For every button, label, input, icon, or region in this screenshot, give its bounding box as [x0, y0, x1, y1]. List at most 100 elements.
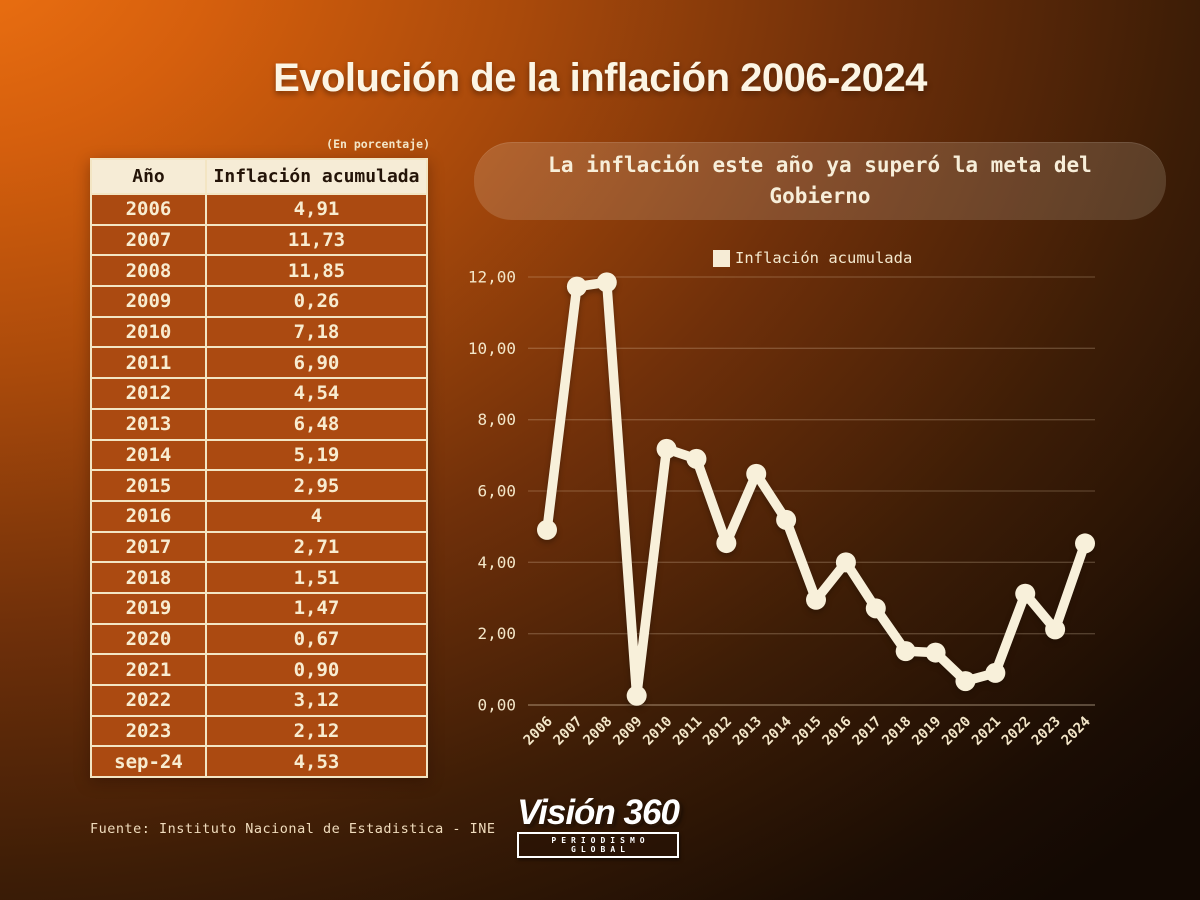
cell-value: 4,54 [205, 377, 428, 410]
callout-banner: La inflación este año ya superó la meta … [474, 142, 1166, 220]
source-note: Fuente: Instituto Nacional de Estadistic… [90, 821, 496, 837]
cell-year: 2020 [90, 622, 207, 656]
y-axis-tick-label: 10,00 [468, 339, 516, 358]
inflation-line-chart: 0,002,004,006,008,0010,0012,002006200720… [468, 268, 1096, 749]
x-axis-tick-label: 2013 [730, 714, 765, 749]
table-row: 2010 7,18 [90, 315, 428, 349]
cell-year: 2014 [90, 438, 207, 472]
page-title: Evolución de la inflación 2006-2024 [273, 56, 927, 100]
column-header-value: Inflación acumulada [205, 158, 428, 195]
cell-value: 4,91 [205, 193, 428, 226]
x-axis-tick-label: 2009 [610, 714, 645, 749]
data-point-marker [776, 509, 797, 530]
x-axis-tick-label: 2007 [551, 714, 586, 749]
cell-year: 2013 [90, 407, 207, 441]
table-row: 2012 4,54 [90, 377, 428, 410]
table-row: 2006 4,91 [90, 193, 428, 226]
x-axis-tick-label: 2008 [580, 714, 615, 749]
data-point-marker [985, 662, 1006, 683]
data-point-marker [686, 448, 707, 469]
x-axis-tick-label: 2014 [760, 714, 795, 749]
column-header-year: Año [90, 158, 207, 195]
data-point-marker [895, 641, 916, 662]
data-point-marker [596, 272, 617, 293]
y-axis-tick-label: 12,00 [468, 268, 516, 287]
data-point-marker [955, 671, 976, 692]
cell-value: 0,90 [205, 653, 428, 686]
x-axis-tick-label: 2006 [521, 714, 556, 749]
data-point-marker [537, 519, 557, 540]
table-row: 2019 1,47 [90, 591, 428, 625]
table-header-row: Año Inflación acumulada [90, 158, 428, 195]
table-row: 2011 6,90 [90, 346, 428, 380]
callout-text: La inflación este año ya superó la meta … [548, 153, 1092, 208]
data-point-marker [1075, 533, 1096, 554]
inflation-table: Año Inflación acumulada 2006 4,91 2007 11,7… [90, 158, 428, 779]
cell-year: 2022 [90, 684, 207, 717]
cell-value: 0,26 [205, 285, 428, 318]
cell-year: 2006 [90, 193, 207, 226]
table-subtitle: (En porcentaje) [326, 137, 430, 151]
x-axis-tick-label: 2018 [879, 714, 914, 749]
table-row: 2009 0,26 [90, 285, 428, 318]
cell-year: 2009 [90, 285, 207, 318]
table-row: 2020 0,67 [90, 622, 428, 656]
x-axis-tick-label: 2011 [670, 714, 705, 749]
series-inflacion-acumulada [537, 272, 1096, 706]
x-axis-tick-label: 2016 [820, 714, 855, 749]
x-axis-tick-label: 2019 [909, 714, 944, 749]
data-point-marker [925, 642, 946, 663]
chart-legend: Inflación acumulada [713, 249, 912, 267]
table-row: 2018 1,51 [90, 561, 428, 594]
cell-value: 2,12 [205, 714, 428, 748]
cell-year: 2021 [90, 653, 207, 686]
data-point-marker [865, 598, 886, 619]
logo-tagline: PERIODISMO GLOBAL [517, 832, 679, 858]
cell-value: 6,90 [205, 346, 428, 380]
data-point-marker [566, 276, 587, 297]
table-row: 2022 3,12 [90, 684, 428, 717]
cell-value: 11,73 [205, 223, 428, 257]
table-row: 2017 2,71 [90, 530, 428, 564]
x-axis-tick-label: 2022 [999, 714, 1034, 749]
table-row: 2013 6,48 [90, 407, 428, 441]
cell-value: 4 [205, 499, 428, 533]
x-axis-tick-label: 2021 [969, 714, 1004, 749]
legend-label: Inflación acumulada [735, 249, 913, 267]
x-axis-tick-label: 2024 [1059, 714, 1094, 749]
table-body: 2006 4,91 2007 11,73 2008 11,85 2009 0,26 2010 7,… [90, 193, 428, 779]
y-axis-tick-label: 4,00 [477, 553, 516, 572]
table-row: 2016 4 [90, 499, 428, 533]
cell-year: 2012 [90, 377, 207, 410]
x-axis-tick-label: 2015 [790, 714, 825, 749]
x-axis-tick-label: 2010 [640, 714, 675, 749]
cell-value: 11,85 [205, 254, 428, 288]
y-axis-tick-label: 8,00 [477, 410, 516, 429]
y-axis-tick-label: 2,00 [477, 624, 516, 643]
data-point-marker [1045, 619, 1066, 640]
data-point-marker [835, 552, 856, 573]
y-axis-tick-label: 0,00 [477, 696, 516, 715]
table-row: 2021 0,90 [90, 653, 428, 686]
table-row: 2023 2,12 [90, 714, 428, 748]
x-axis-tick-label: 2020 [939, 714, 974, 749]
y-axis-tick-label: 6,00 [477, 482, 516, 501]
cell-value: 2,95 [205, 469, 428, 502]
cell-year: 2010 [90, 315, 207, 349]
cell-value: 0,67 [205, 622, 428, 656]
table-row: 2008 11,85 [90, 254, 428, 288]
data-point-marker [746, 463, 767, 484]
cell-year: 2018 [90, 561, 207, 594]
cell-year: 2008 [90, 254, 207, 288]
cell-year: sep-24 [90, 745, 207, 779]
cell-year: 2011 [90, 346, 207, 380]
cell-value: 2,71 [205, 530, 428, 564]
data-point-marker [806, 589, 827, 610]
table-row: 2014 5,19 [90, 438, 428, 472]
cell-value: 1,51 [205, 561, 428, 594]
cell-year: 2007 [90, 223, 207, 257]
data-point-marker [716, 533, 737, 554]
x-axis-tick-label: 2012 [700, 714, 735, 749]
table-row: 2007 11,73 [90, 223, 428, 257]
